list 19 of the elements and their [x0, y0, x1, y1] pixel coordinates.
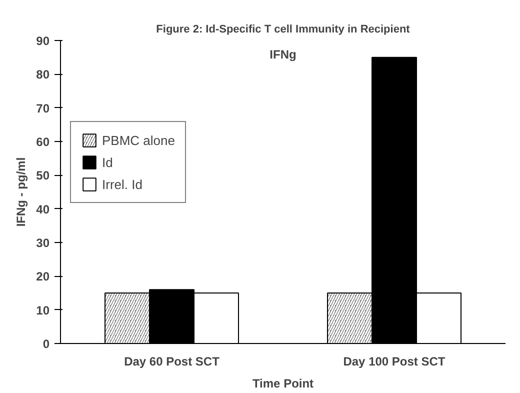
legend-label: Id — [102, 154, 114, 170]
y-axis-title: IFNg - pg/ml — [14, 157, 28, 227]
x-axis-title: Time Point — [252, 376, 314, 390]
x-tick-label: Day 60 Post SCT — [124, 354, 220, 368]
y-tick-label: 30 — [36, 236, 50, 250]
y-tick-label: 70 — [36, 101, 50, 116]
annotation: IFNg — [270, 48, 296, 62]
y-tick-label: 20 — [36, 270, 50, 284]
y-tick-label: 0 — [42, 337, 50, 351]
y-tick-label: 50 — [36, 168, 50, 183]
y-tick-label: 10 — [36, 303, 50, 318]
chart-title: Figure 2: Id-Specific T cell Immunity in Recipient — [156, 24, 410, 36]
y-tick-label: 80 — [36, 68, 50, 82]
y-tick-label: 90 — [36, 34, 50, 48]
legend-label: Irrel. Id — [102, 176, 142, 192]
y-tick-label: 60 — [36, 135, 50, 149]
x-tick-label: Day 100 Post SCT — [343, 354, 446, 368]
y-tick-label: 40 — [36, 202, 50, 216]
legend-label: PBMC alone — [102, 132, 175, 148]
